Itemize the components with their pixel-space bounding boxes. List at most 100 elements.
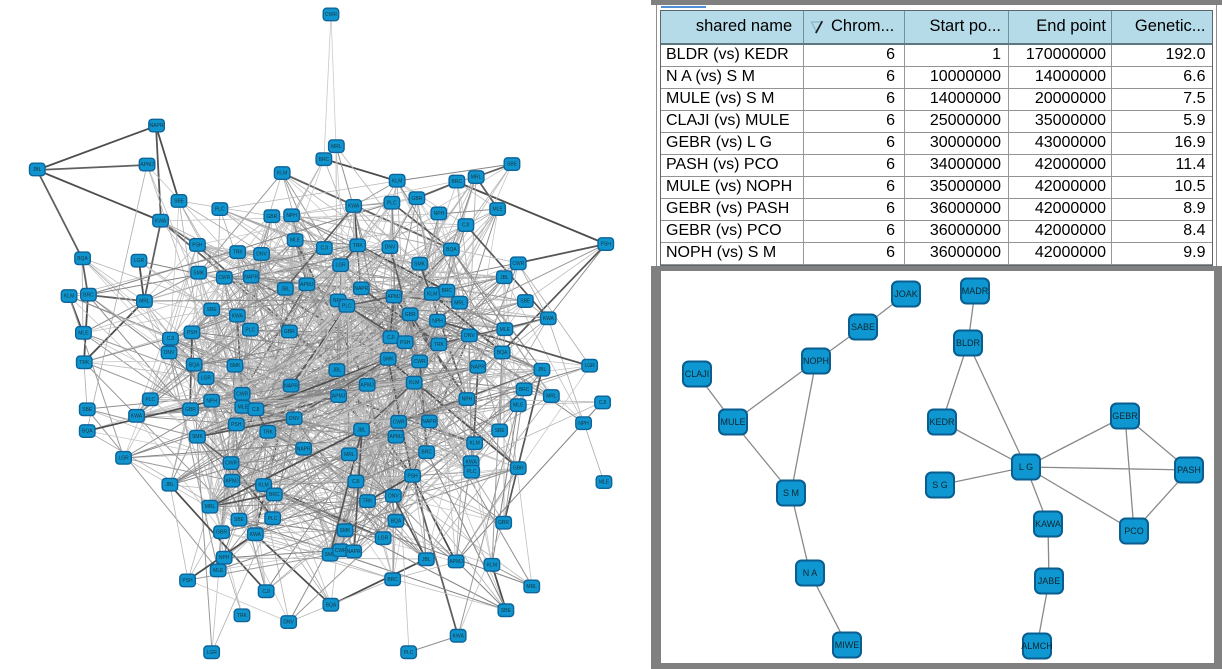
svg-text:KLM: KLM bbox=[258, 483, 268, 489]
svg-text:SBE: SBE bbox=[507, 162, 518, 168]
svg-text:BRC: BRC bbox=[319, 157, 330, 163]
svg-text:GBR: GBR bbox=[513, 466, 524, 472]
svg-text:CWR: CWR bbox=[325, 12, 337, 18]
svg-text:LGR: LGR bbox=[201, 376, 212, 382]
svg-text:MRL: MRL bbox=[471, 175, 482, 181]
svg-text:CWR: CWR bbox=[335, 548, 347, 554]
svg-text:NAPR: NAPR bbox=[284, 383, 298, 389]
svg-text:MULE: MULE bbox=[720, 417, 745, 427]
svg-text:BQA: BQA bbox=[391, 518, 402, 524]
svg-text:PLC: PLC bbox=[342, 304, 352, 310]
svg-text:KLM: KLM bbox=[487, 563, 497, 569]
svg-text:CJI: CJI bbox=[352, 479, 360, 485]
svg-text:CWR: CWR bbox=[512, 261, 524, 267]
svg-text:NAPR: NAPR bbox=[422, 419, 436, 425]
svg-text:PLC: PLC bbox=[387, 200, 397, 206]
svg-text:MADR: MADR bbox=[962, 286, 989, 296]
svg-text:BRC: BRC bbox=[269, 492, 280, 498]
svg-text:NPH: NPH bbox=[286, 213, 297, 219]
svg-text:BQA: BQA bbox=[326, 602, 337, 608]
svg-text:SMK: SMK bbox=[193, 270, 205, 276]
svg-text:GBR: GBR bbox=[498, 520, 509, 526]
svg-text:TRK: TRK bbox=[233, 250, 244, 256]
svg-text:KAWA: KAWA bbox=[1035, 519, 1061, 529]
svg-text:NPH: NPH bbox=[434, 211, 445, 217]
svg-text:CJI: CJI bbox=[387, 335, 395, 341]
svg-text:LGR: LGR bbox=[378, 536, 389, 542]
svg-text:GBR: GBR bbox=[405, 312, 416, 318]
svg-text:NAPR: NAPR bbox=[471, 365, 485, 371]
svg-text:GBR: GBR bbox=[266, 214, 277, 220]
svg-text:PSH: PSH bbox=[192, 243, 203, 249]
svg-text:NAPR: NAPR bbox=[244, 274, 258, 280]
svg-text:S G: S G bbox=[932, 480, 948, 490]
svg-text:NAPR: NAPR bbox=[297, 446, 311, 452]
svg-text:N A: N A bbox=[803, 568, 818, 578]
svg-text:KWA: KWA bbox=[453, 633, 465, 639]
svg-text:BRC: BRC bbox=[421, 450, 432, 456]
svg-text:TRK: TRK bbox=[237, 613, 248, 619]
svg-text:SMK: SMK bbox=[230, 363, 242, 369]
svg-text:JBL: JBL bbox=[538, 367, 547, 373]
svg-text:PLC: PLC bbox=[215, 207, 225, 213]
svg-text:SBE: SBE bbox=[495, 428, 506, 434]
svg-text:APMJ: APMJ bbox=[225, 478, 239, 484]
svg-text:NPH: NPH bbox=[206, 398, 217, 404]
svg-text:S M: S M bbox=[783, 488, 799, 498]
svg-text:APMJ: APMJ bbox=[332, 394, 346, 400]
svg-text:KEDR: KEDR bbox=[929, 417, 955, 427]
svg-text:JBL: JBL bbox=[333, 368, 342, 374]
svg-text:LGR: LGR bbox=[207, 650, 218, 656]
svg-text:MLE: MLE bbox=[599, 480, 610, 486]
svg-text:SMK: SMK bbox=[414, 261, 426, 267]
svg-text:KLM: KLM bbox=[470, 441, 480, 447]
svg-text:KWA: KWA bbox=[543, 316, 555, 322]
svg-text:KLM: KLM bbox=[392, 178, 402, 184]
svg-text:LGR: LGR bbox=[584, 363, 595, 369]
svg-text:NOPH: NOPH bbox=[803, 356, 829, 366]
svg-text:PSH: PSH bbox=[601, 242, 612, 248]
svg-text:BQA: BQA bbox=[446, 247, 457, 253]
svg-text:GBR: GBR bbox=[411, 196, 422, 202]
svg-text:JABE: JABE bbox=[1038, 576, 1061, 586]
svg-text:JBL: JBL bbox=[357, 427, 366, 433]
svg-text:MRL: MRL bbox=[344, 452, 355, 458]
svg-text:SBE: SBE bbox=[234, 517, 245, 523]
svg-text:CJI: CJI bbox=[167, 336, 175, 342]
svg-text:MRL: MRL bbox=[139, 299, 150, 305]
svg-text:BQA: BQA bbox=[82, 429, 93, 435]
svg-text:PCO: PCO bbox=[1124, 526, 1144, 536]
svg-text:PSH: PSH bbox=[400, 340, 411, 346]
svg-text:MRL: MRL bbox=[454, 300, 465, 306]
svg-text:BQA: BQA bbox=[189, 362, 200, 368]
svg-text:SBE: SBE bbox=[520, 299, 531, 305]
svg-text:PLC: PLC bbox=[245, 327, 255, 333]
svg-text:SBE: SBE bbox=[207, 307, 218, 313]
svg-text:PSH: PSH bbox=[187, 330, 198, 336]
svg-text:TRK: TRK bbox=[353, 243, 364, 249]
svg-text:SMK: SMK bbox=[383, 356, 395, 362]
svg-text:CJI: CJI bbox=[262, 589, 270, 595]
svg-text:MRL: MRL bbox=[546, 394, 557, 400]
svg-text:SMK: SMK bbox=[192, 434, 204, 440]
svg-text:KWA: KWA bbox=[232, 313, 244, 319]
svg-text:NPH: NPH bbox=[432, 318, 443, 324]
svg-text:APMJ: APMJ bbox=[300, 282, 314, 288]
svg-text:JBL: JBL bbox=[500, 275, 509, 281]
svg-text:DNV: DNV bbox=[256, 252, 267, 258]
svg-text:APMJ: APMJ bbox=[389, 434, 403, 440]
svg-text:CWR: CWR bbox=[236, 391, 248, 397]
svg-text:CLAJI: CLAJI bbox=[685, 369, 710, 379]
svg-text:NPH: NPH bbox=[219, 555, 230, 561]
svg-text:CJI: CJI bbox=[599, 400, 607, 406]
svg-text:MLE: MLE bbox=[238, 404, 249, 410]
svg-text:SBE: SBE bbox=[174, 199, 185, 205]
svg-text:PLC: PLC bbox=[268, 516, 278, 522]
svg-text:SBE: SBE bbox=[501, 608, 512, 614]
svg-text:BRC: BRC bbox=[442, 288, 453, 294]
svg-text:KWA: KWA bbox=[131, 414, 143, 420]
svg-text:JBL: JBL bbox=[165, 482, 174, 488]
svg-text:BRC: BRC bbox=[452, 179, 463, 185]
svg-text:BRC: BRC bbox=[387, 577, 398, 583]
svg-text:JOAK: JOAK bbox=[894, 289, 918, 299]
